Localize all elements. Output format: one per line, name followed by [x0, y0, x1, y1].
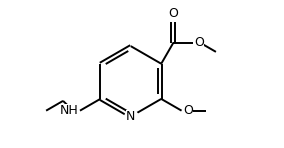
Text: O: O — [183, 104, 193, 117]
Text: N: N — [126, 110, 135, 123]
Text: NH: NH — [59, 104, 78, 117]
Text: O: O — [168, 7, 178, 20]
Text: O: O — [195, 36, 204, 49]
